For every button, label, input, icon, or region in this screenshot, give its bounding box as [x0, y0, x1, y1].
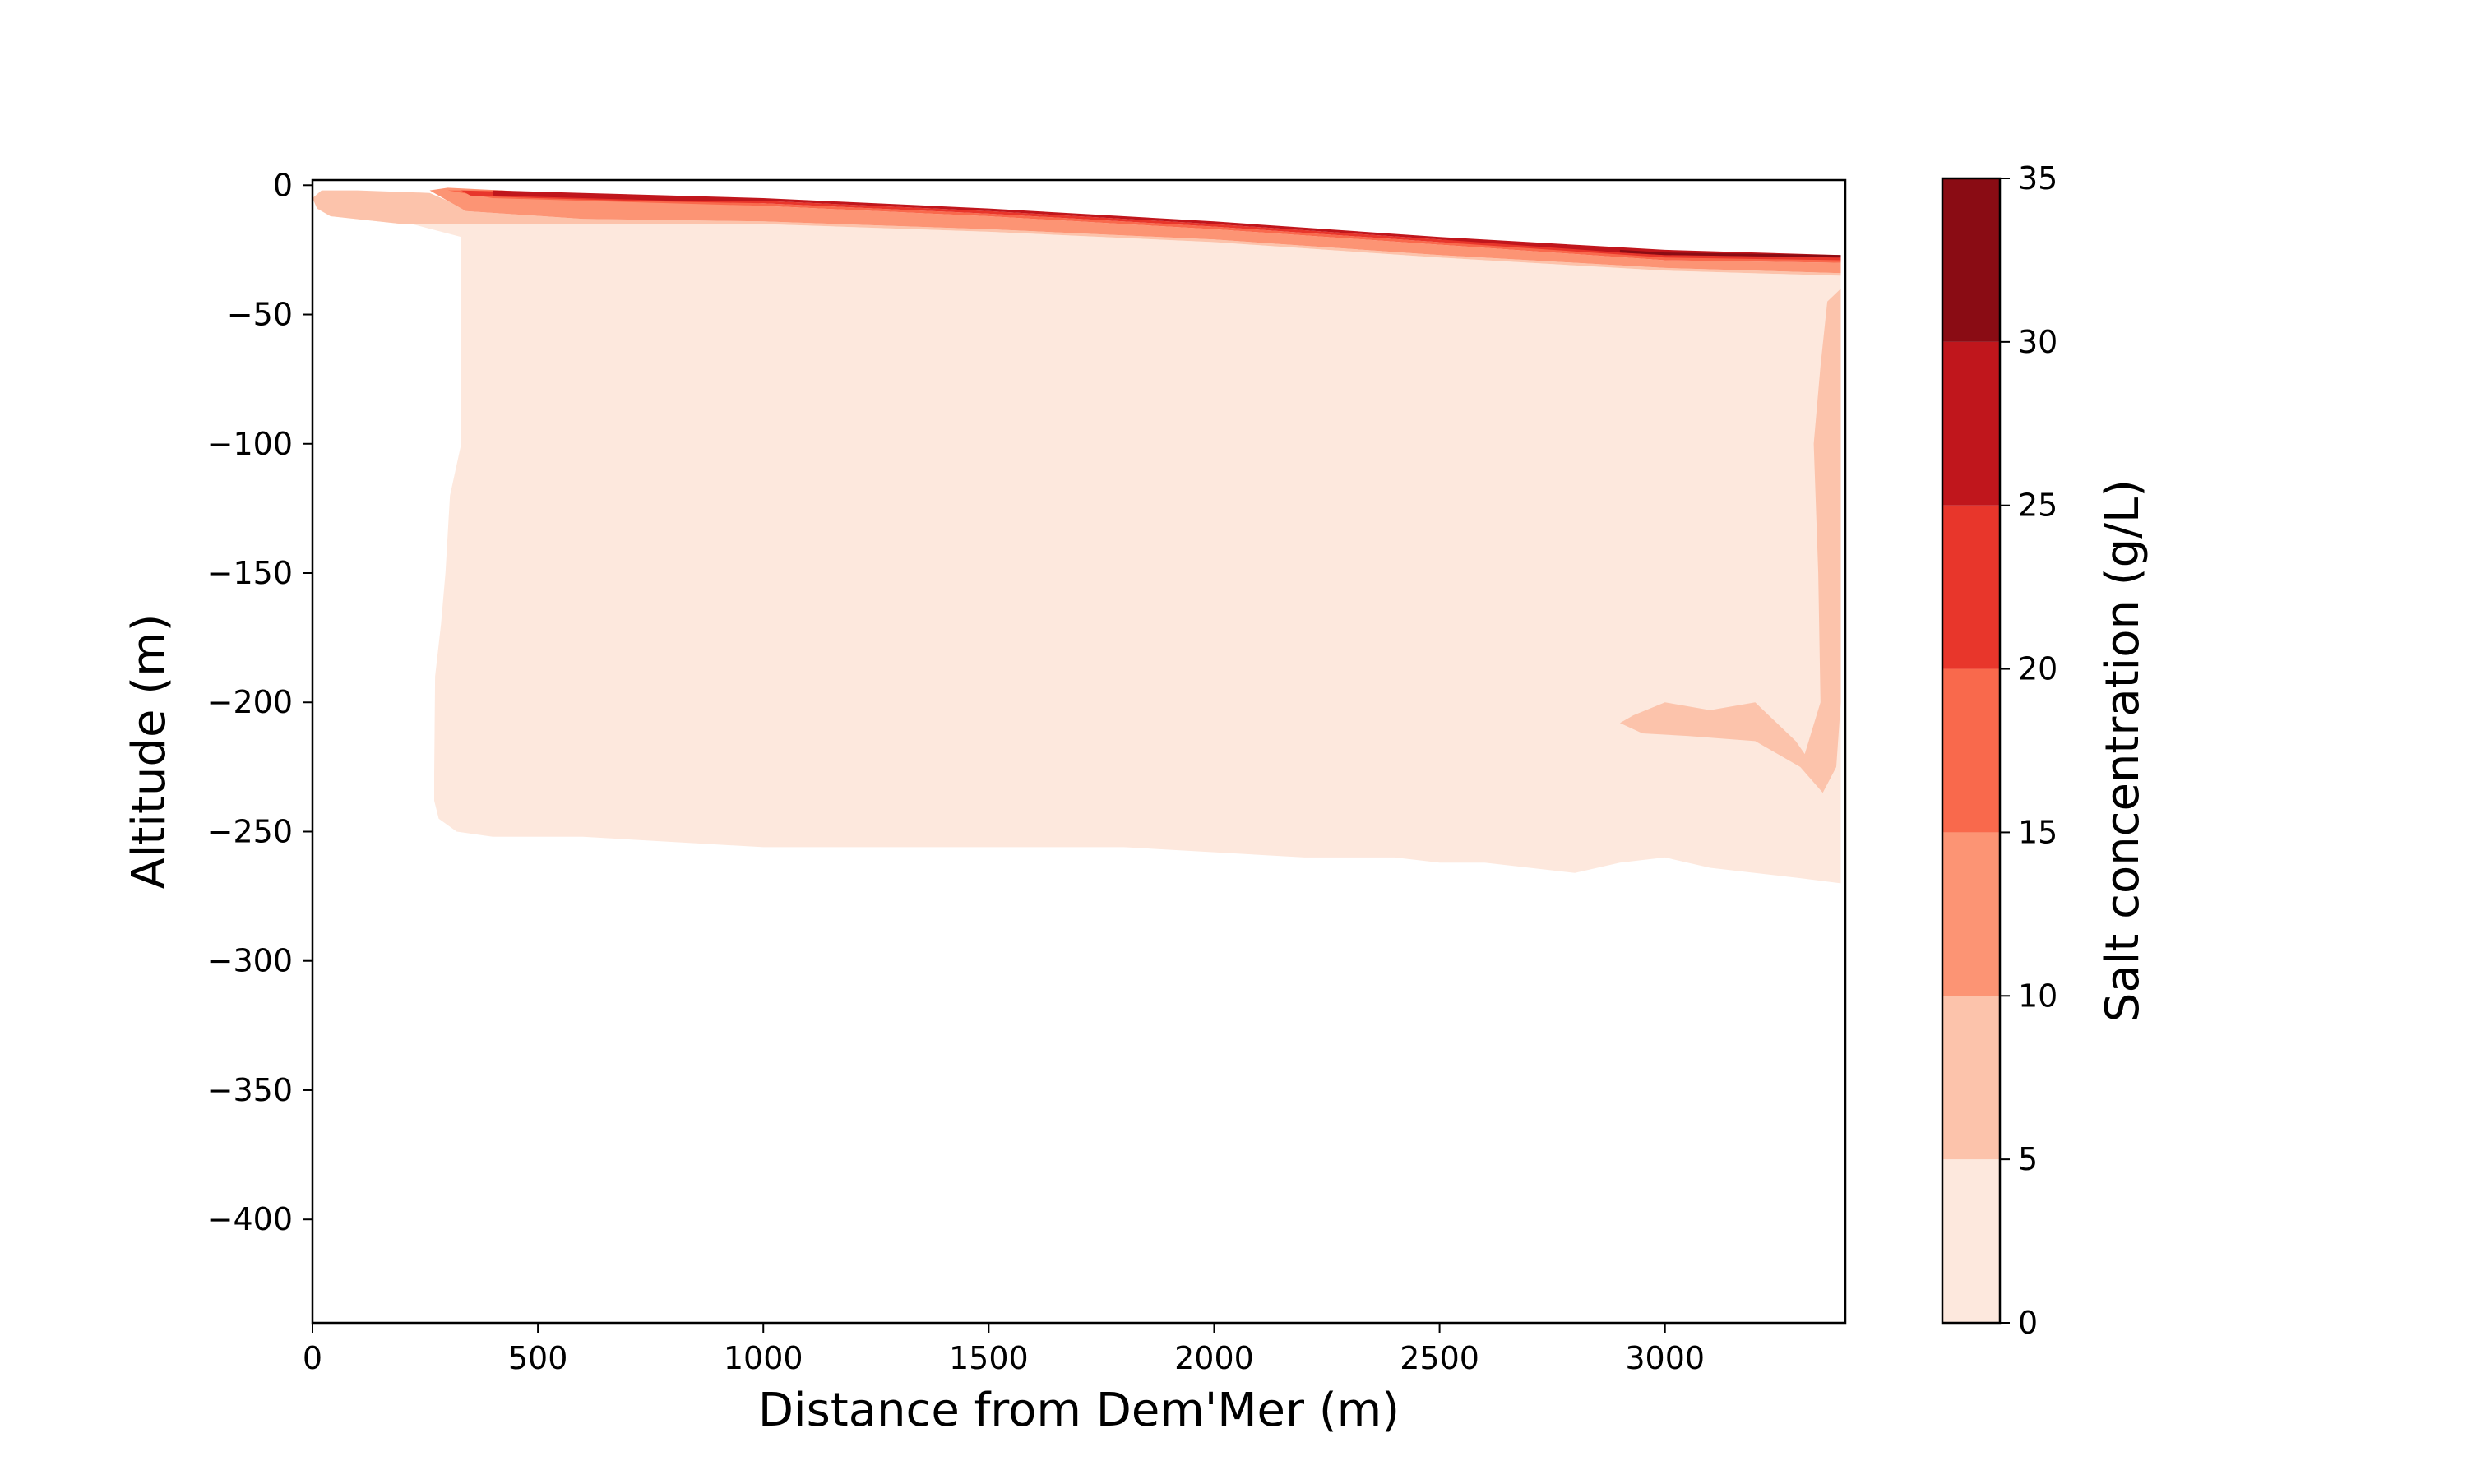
y-tick-label: −300 [207, 943, 293, 979]
x-axis-label: Distance from Dem'Mer (m) [758, 1384, 1400, 1437]
contour-region-7 [493, 190, 1841, 258]
colorbar-tick-label: 25 [2018, 488, 2057, 524]
y-tick-label: −150 [207, 555, 293, 591]
x-tick-label: 2000 [1174, 1340, 1254, 1376]
y-axis-label: Altitude (m) [123, 614, 176, 890]
colorbar-band-5 [1942, 505, 2000, 669]
colorbar-tick-label: 15 [2018, 814, 2057, 850]
contour-region-4 [429, 187, 1841, 274]
y-tick-label: −200 [207, 684, 293, 720]
colorbar-label: Salt concentration (g/L) [2096, 479, 2150, 1022]
x-tick-label: 1000 [724, 1340, 803, 1376]
colorbar-tick-label: 20 [2018, 651, 2057, 687]
colorbar-tick-label: 10 [2018, 978, 2057, 1014]
x-tick-label: 3000 [1625, 1340, 1705, 1376]
colorbar-frame [1941, 177, 2002, 1325]
y-tick-label: −50 [227, 297, 293, 333]
plot-frame [311, 178, 1847, 1325]
colorbar-band-4 [1942, 668, 2000, 833]
contour-region-8 [1619, 249, 1841, 258]
colorbar-band-6 [1942, 341, 2000, 506]
y-tick-label: −250 [207, 813, 293, 849]
colorbar-band-2 [1942, 996, 2000, 1160]
colorbar-tick-label: 5 [2018, 1141, 2038, 1177]
x-tick-label: 0 [303, 1340, 322, 1376]
y-tick-label: −100 [207, 426, 293, 462]
y-tick-label: 0 [273, 167, 293, 203]
colorbar: 0 5 10 15 20 25 30 35 [1941, 160, 2057, 1341]
colorbar-band-7 [1942, 178, 2000, 342]
colorbar-tick-label: 0 [2018, 1305, 2038, 1341]
y-tick-label: −400 [207, 1201, 293, 1237]
contour-region-3 [1619, 289, 1841, 793]
contour-layer [312, 187, 1841, 884]
x-tick-label: 2500 [1400, 1340, 1479, 1376]
colorbar-band-3 [1942, 832, 2000, 996]
contour-region-1 [312, 198, 1841, 884]
y-tick-label: −350 [207, 1072, 293, 1108]
colorbar-band-1 [1942, 1159, 2000, 1323]
x-axis: 0 500 1000 1500 2000 2500 3000 [303, 1323, 1705, 1376]
y-axis: 0 −50 −100 −150 −200 −250 −300 −350 −400 [207, 167, 312, 1237]
x-tick-label: 500 [508, 1340, 568, 1376]
x-tick-label: 1500 [949, 1340, 1029, 1376]
colorbar-tick-label: 35 [2018, 160, 2057, 196]
colorbar-tick-label: 30 [2018, 324, 2057, 360]
